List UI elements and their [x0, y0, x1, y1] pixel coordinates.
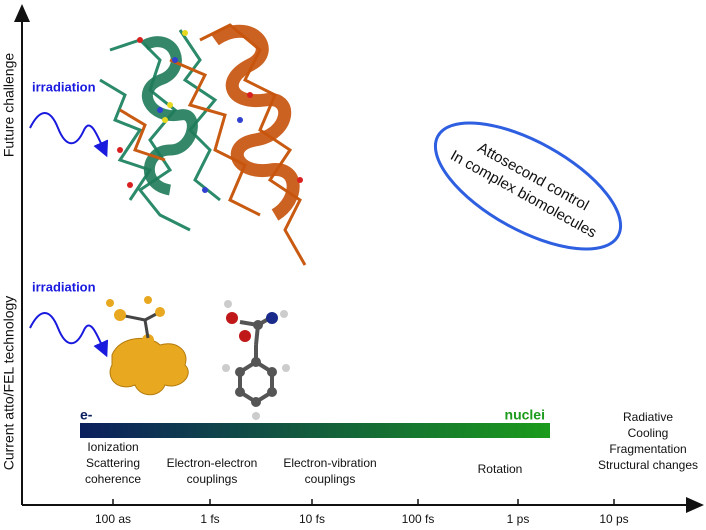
process-label: Fragmentation — [609, 442, 686, 456]
y-axis-label: Future challenge — [1, 53, 17, 158]
process-label: Structural changes — [598, 458, 698, 472]
timescale-bar — [80, 423, 550, 438]
x-tick-label: 10 fs — [299, 512, 325, 526]
protein-illustration — [99, 23, 307, 266]
phenylalanine-molecule — [222, 300, 290, 420]
process-label: coherence — [85, 472, 141, 486]
process-label: Radiative — [623, 410, 673, 424]
y-axis-label: Current atto/FEL technology — [1, 296, 17, 471]
molecule-with-density — [106, 296, 189, 396]
x-tick-marks — [112, 499, 615, 505]
x-tick-label: 1 fs — [200, 512, 219, 526]
process-label: Cooling — [628, 426, 669, 440]
process-label: Ionization — [87, 440, 138, 454]
x-tick-label: 100 as — [95, 512, 131, 526]
x-tick-label: 100 fs — [402, 512, 435, 526]
process-label: Electron-electron — [167, 456, 258, 470]
process-label: Scattering — [86, 456, 140, 470]
x-tick-label: 1 ps — [507, 512, 530, 526]
wave-arrow — [29, 112, 109, 158]
wave-arrow — [29, 312, 109, 358]
process-label: Electron-vibration — [283, 456, 376, 470]
annotation-ellipse — [433, 121, 623, 251]
bar-end-label: nuclei — [505, 407, 545, 423]
x-tick-label: 10 ps — [599, 512, 628, 526]
process-label: couplings — [187, 472, 238, 486]
irradiation-label: irradiation — [32, 79, 96, 94]
irradiation-label: irradiation — [32, 279, 96, 294]
process-label: couplings — [305, 472, 356, 486]
process-label: Rotation — [478, 462, 523, 476]
bar-start-label: e- — [80, 407, 93, 423]
